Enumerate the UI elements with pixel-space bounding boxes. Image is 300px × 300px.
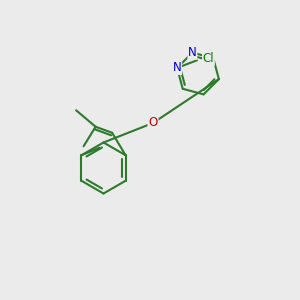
Text: N: N xyxy=(188,46,197,59)
Text: O: O xyxy=(148,116,158,130)
Text: N: N xyxy=(173,61,182,74)
Text: Cl: Cl xyxy=(202,52,214,65)
